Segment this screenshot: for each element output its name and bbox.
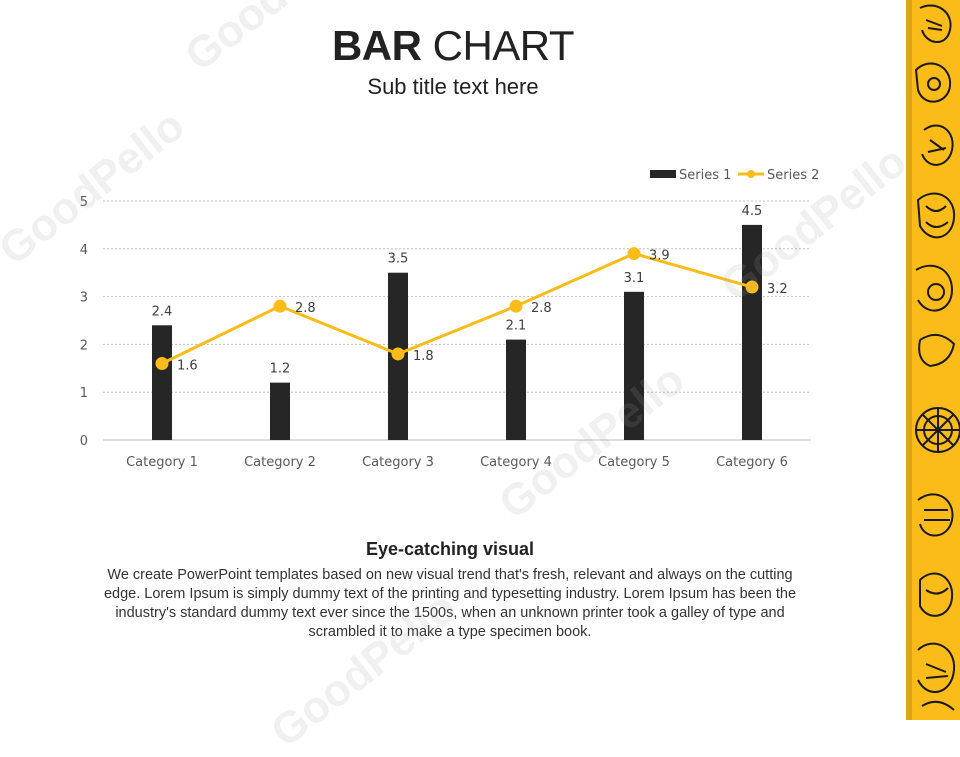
- line-point: [273, 299, 287, 313]
- page-subtitle: Sub title text here: [367, 74, 539, 99]
- bar: [506, 339, 526, 440]
- line-data-label: 2.8: [295, 301, 316, 316]
- x-tick-label: Category 3: [362, 455, 434, 470]
- y-tick-label: 3: [80, 291, 88, 306]
- bar-data-label: 3.1: [624, 271, 645, 286]
- y-tick-label: 0: [80, 434, 88, 449]
- bar-data-label: 3.5: [388, 252, 409, 267]
- line-data-label: 3.2: [767, 282, 788, 297]
- line-data-label: 3.9: [649, 249, 670, 264]
- description-body: We create PowerPoint templates based on …: [103, 567, 797, 640]
- series-2-line: [161, 252, 753, 365]
- bar-chart: 0 1 2 3 4 5 Category 1 Category 2 Category 3 Cate…: [80, 168, 820, 470]
- y-tick-label: 4: [80, 243, 88, 258]
- bar-data-label: 2.4: [152, 304, 173, 319]
- page-title: BAR CHART: [0, 22, 906, 70]
- x-tick-label: Category 2: [244, 455, 316, 470]
- line-data-label: 2.8: [531, 301, 552, 316]
- decorative-strip: [906, 0, 960, 720]
- bar: [624, 291, 644, 440]
- line-point: [155, 357, 169, 371]
- legend-swatch-series-1: [650, 170, 676, 178]
- legend-label-series-1: Series 1: [679, 168, 731, 183]
- x-tick-label: Category 5: [598, 455, 670, 470]
- x-tick-label: Category 4: [480, 455, 552, 470]
- y-tick-label: 5: [80, 195, 88, 210]
- line-point: [391, 347, 405, 361]
- legend-marker-series-2: [747, 170, 755, 178]
- title-bold: BAR: [331, 22, 422, 69]
- bar: [270, 382, 290, 440]
- title-rest: CHART: [421, 22, 575, 69]
- y-tick-label: 2: [80, 338, 88, 353]
- line-point: [627, 247, 641, 261]
- food-illustration-icon: [906, 0, 960, 720]
- x-tick-label: Category 6: [716, 455, 788, 470]
- line-data-label: 1.8: [413, 349, 434, 364]
- y-tick-label: 1: [80, 386, 88, 401]
- x-tick-label: Category 1: [126, 455, 198, 470]
- legend-label-series-2: Series 2: [767, 168, 819, 183]
- bar: [152, 325, 172, 440]
- bar-data-label: 2.1: [506, 319, 527, 334]
- line-point: [509, 299, 523, 313]
- bar: [742, 224, 762, 440]
- description-heading: Eye-catching visual: [365, 539, 535, 559]
- bar-data-label: 1.2: [270, 362, 291, 377]
- bar-data-label: 4.5: [742, 204, 763, 219]
- line-data-label: 1.6: [177, 359, 198, 374]
- line-point: [745, 280, 759, 294]
